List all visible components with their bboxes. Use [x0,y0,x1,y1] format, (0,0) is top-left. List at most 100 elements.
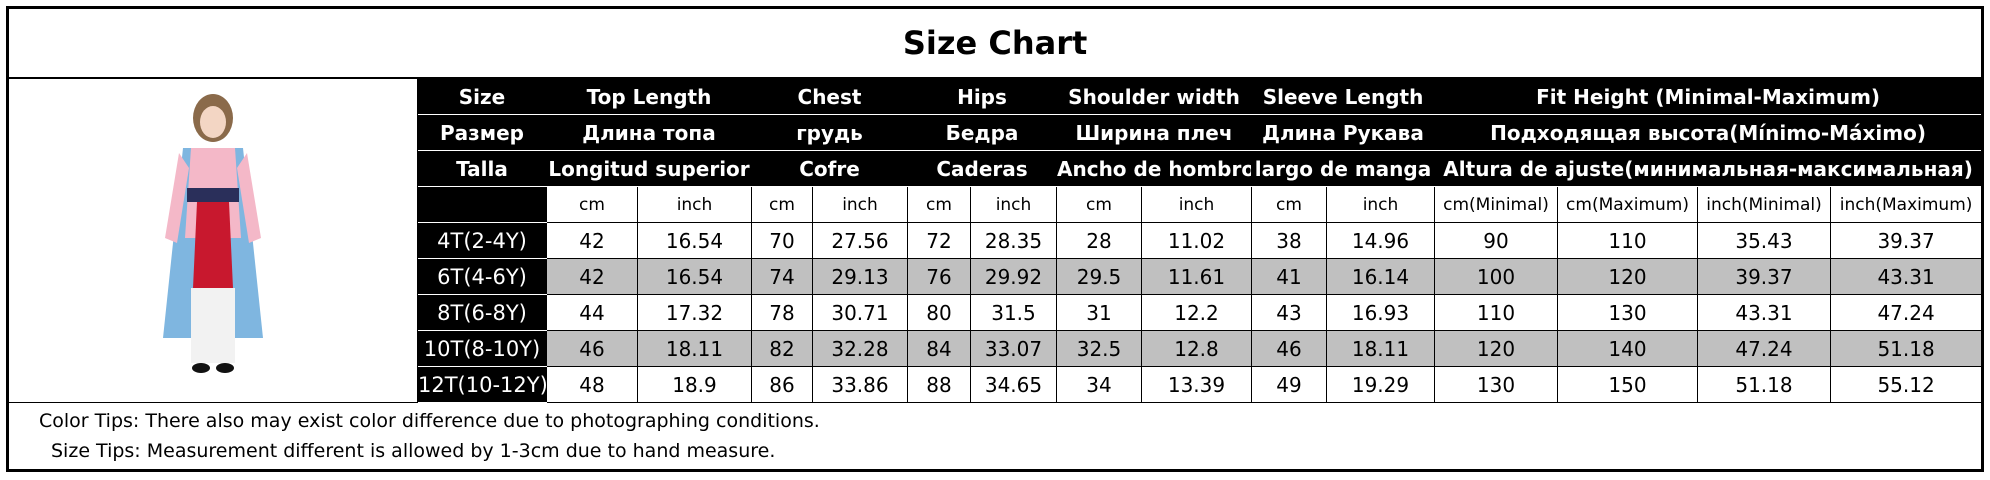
header-cell: Ancho de hombro [1056,150,1252,187]
unit-cell: cm(Maximum) [1557,186,1698,223]
data-row: 6T(4-6Y) 42 16.54 74 29.13 76 29.92 29.5 11.61 41… [8,258,1984,295]
cell: 42 [546,222,638,259]
header-cell: Длина Рукава [1251,114,1435,151]
cell: 82 [751,330,813,367]
unit-cell: inch [812,186,908,223]
unit-cell: cm [546,186,638,223]
cell: 32.5 [1056,330,1142,367]
cell: 47.24 [1829,294,1984,331]
header-cell: Ширина плеч [1056,114,1252,151]
cell: 46 [1251,330,1327,367]
cell: 90 [1434,222,1558,259]
cell: 86 [751,366,813,403]
cell: 18.9 [637,366,752,403]
header-cell: грудь [751,114,908,151]
cell: 100 [1434,258,1558,295]
cell: 31 [1056,294,1142,331]
unit-cell: inch [970,186,1057,223]
size-chart: Size Chart Size Top Length Chest Hips Should… [6,6,1985,472]
cell: 51.18 [1697,366,1831,403]
size-label: 8T(6-8Y) [417,294,547,331]
cell: 51.18 [1829,330,1984,367]
cell: 33.86 [812,366,908,403]
unit-cell: inch(Maximum) [1829,186,1984,223]
cell: 18.11 [637,330,752,367]
cell: 29.13 [812,258,908,295]
cell: 130 [1434,366,1558,403]
cell: 74 [751,258,813,295]
girl-illustration [163,94,263,373]
cell: 70 [751,222,813,259]
header-cell: Talla [417,150,547,187]
cell: 16.54 [637,258,752,295]
cell: 16.54 [637,222,752,259]
header-cell: Размер [417,114,547,151]
header-cell: Бедра [907,114,1057,151]
header-cell: Sleeve Length [1251,77,1435,115]
header-row: Size Top Length Chest Hips Shoulder width Sle… [7,77,1984,403]
cell: 11.02 [1141,222,1252,259]
size-table: Size Chart Size Top Length Chest Hips Should… [6,6,1985,472]
unit-blank [417,186,547,223]
cell: 17.32 [637,294,752,331]
unit-cell: inch [1326,186,1435,223]
cell: 28.35 [970,222,1057,259]
size-label: 4T(2-4Y) [417,222,547,259]
title: Size Chart [6,7,1984,79]
cell: 150 [1557,366,1698,403]
header-cell: Shoulder width [1056,77,1252,115]
cell: 31.5 [970,294,1057,331]
cell: 43 [1251,294,1327,331]
cell: 12.2 [1141,294,1252,331]
cell: 72 [907,222,971,259]
header-cell: Altura de ajuste(минимальная-максимальна… [1433,150,1984,187]
cell: 14.96 [1326,222,1435,259]
title-row: Size Chart [6,7,1984,79]
cell: 43.31 [1829,258,1984,295]
header-cell: Hips [907,77,1057,115]
cell: 120 [1434,330,1558,367]
size-label: 10T(8-10Y) [417,330,547,367]
cell: 19.29 [1326,366,1435,403]
cell: 78 [751,294,813,331]
cell: 84 [907,330,971,367]
header-row: Размер Длина топа грудь Бедра Ширина плеч Дли… [8,114,1984,151]
cell: 39.37 [1697,258,1831,295]
cell: 39.37 [1829,222,1984,259]
header-cell: Caderas [907,150,1057,187]
cell: 44 [546,294,638,331]
header-cell: Top Length [546,77,752,115]
cell: 48 [546,366,638,403]
tip-text: Size Tips: Measurement different is allo… [51,440,776,462]
cell: 110 [1434,294,1558,331]
cell: 11.61 [1141,258,1252,295]
cell: 35.43 [1697,222,1831,259]
unit-cell: inch [1141,186,1252,223]
unit-cell: inch(Minimal) [1697,186,1831,223]
cell: 18.11 [1326,330,1435,367]
cell: 140 [1557,330,1698,367]
cell: 30.71 [812,294,908,331]
header-cell: Longitud superior [546,150,752,187]
header-cell: Chest [751,77,908,115]
cell: 47.24 [1697,330,1831,367]
cell: 130 [1557,294,1698,331]
cell: 34.65 [970,366,1057,403]
cell: 29.92 [970,258,1057,295]
unit-cell: inch [637,186,752,223]
unit-cell: cm(Minimal) [1434,186,1558,223]
product-image [7,77,418,403]
tips: Color Tips: There also may exist color d… [6,402,1984,471]
cell: 16.93 [1326,294,1435,331]
data-row: 12T(10-12Y) 48 18.9 86 33.86 88 34.65 34 13.39 49… [8,366,1984,403]
unit-cell: cm [1251,186,1327,223]
header-cell: Cofre [751,150,908,187]
cell: 34 [1056,366,1142,403]
data-row: 4T(2-4Y) 42 16.54 70 27.56 72 28.35 28 11.02 38 14… [8,222,1984,259]
cell: 120 [1557,258,1698,295]
cell: 16.14 [1326,258,1435,295]
unit-cell: cm [751,186,813,223]
cell: 46 [546,330,638,367]
unit-cell: cm [907,186,971,223]
